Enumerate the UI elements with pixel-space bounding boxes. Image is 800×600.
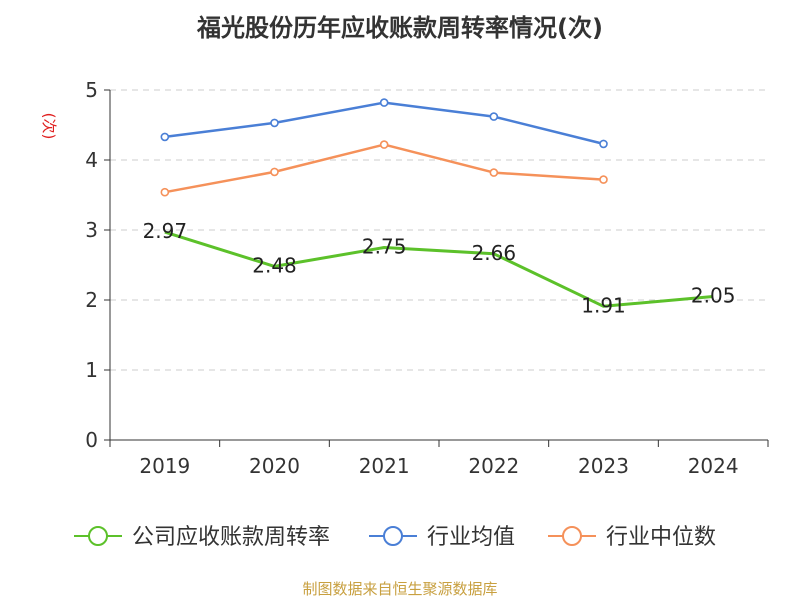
x-tick-label: 2023	[578, 454, 629, 478]
legend-marker	[562, 526, 582, 546]
legend-label: 行业均值	[427, 525, 515, 550]
data-point	[270, 167, 279, 177]
data-point	[379, 140, 389, 149]
data-point	[379, 98, 389, 107]
data-point	[599, 175, 608, 184]
y-tick-label: 1	[85, 358, 98, 382]
data-label: 1.91	[581, 293, 626, 317]
y-tick-label: 3	[85, 218, 98, 242]
x-tick-label: 2019	[139, 454, 190, 478]
series-line	[164, 143, 604, 194]
series-line	[164, 230, 714, 308]
data-label: 2.48	[252, 253, 297, 277]
chart-title: 福光股份历年应收账款周转率情况(次)	[197, 14, 603, 42]
y-tick-label: 2	[85, 288, 98, 312]
data-label: 2.75	[362, 235, 407, 259]
data-label: 2.66	[472, 241, 517, 265]
y-tick-label: 5	[85, 78, 98, 102]
x-tick-label: 2024	[688, 454, 739, 478]
data-label: 2.97	[143, 219, 188, 243]
y-tick-label: 4	[85, 148, 98, 172]
y-axis-label: (次)	[40, 113, 58, 140]
x-tick-label: 2022	[468, 454, 519, 478]
data-point	[270, 118, 279, 128]
y-tick-label: 0	[85, 428, 98, 452]
source-note: 制图数据来自恒生聚源数据库	[302, 580, 498, 598]
data-point	[489, 168, 499, 177]
data-label: 2.05	[691, 284, 736, 308]
data-point	[160, 187, 170, 197]
data-point	[489, 112, 499, 121]
legend-marker	[383, 526, 403, 546]
legend-label: 行业中位数	[606, 525, 716, 550]
data-point	[599, 139, 608, 149]
data-point	[160, 132, 170, 142]
legend-label: 公司应收账款周转率	[132, 525, 330, 550]
x-tick-label: 2021	[359, 454, 410, 478]
series-line	[164, 101, 604, 146]
legend-marker	[88, 526, 108, 546]
x-tick-label: 2020	[249, 454, 300, 478]
